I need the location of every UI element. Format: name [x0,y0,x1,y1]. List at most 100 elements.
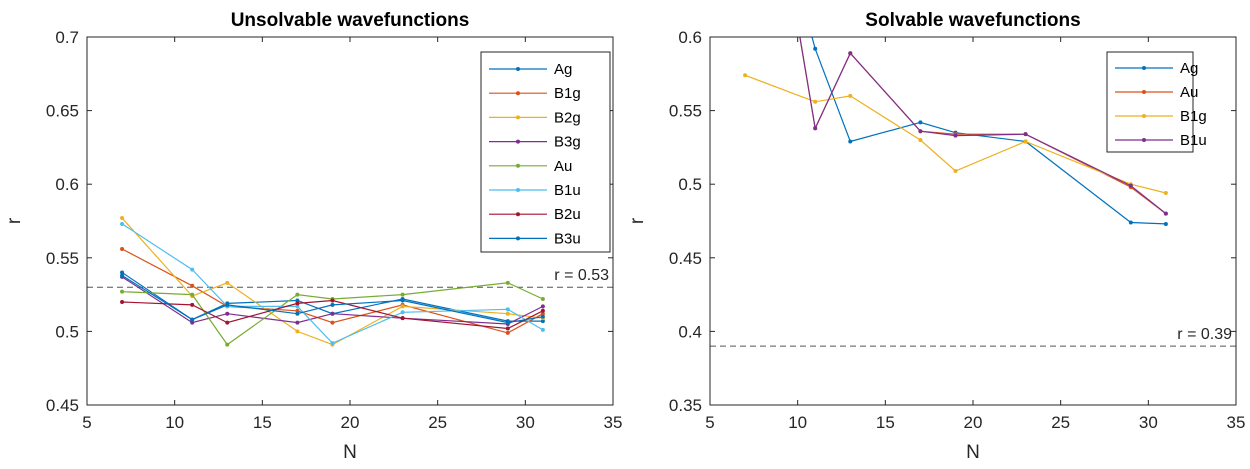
x-tick-label: 25 [1051,413,1070,432]
data-point-b3u [295,311,300,316]
legend-marker [516,163,520,168]
y-tick-label: 0.4 [678,322,702,341]
data-point-au [190,292,195,297]
data-point-b2u [295,301,300,306]
y-tick-label: 0.65 [46,102,79,121]
x-tick-label: 20 [341,413,360,432]
series-group [120,216,545,347]
chart-panel-1: Solvable wavefunctions 5 10 15 20 25 30 35 0.35 0… [627,10,1245,463]
legend-label-b1u: B1u [554,182,581,199]
legend-marker [516,212,520,217]
data-point-ag [848,139,853,144]
x-tick-label: 15 [876,413,895,432]
legend-marker [1142,66,1146,70]
y-axis-label: r [627,217,648,224]
data-point-b1u [295,304,300,309]
legend-label-b3g: B3g [554,134,581,151]
y-tick-label: 0.5 [55,322,79,341]
data-point-b1g [813,99,818,104]
data-point-b1u [1128,183,1133,188]
data-point-b3u [540,314,545,319]
data-point-b3g [540,304,545,309]
data-point-au [295,292,300,297]
series-line-b3g [121,276,544,325]
series-group [743,37,1168,226]
chart-panel-0: Unsolvable wavefunctions 5 10 15 20 25 30 35 0.4… [4,10,622,463]
data-point-b3g [190,320,195,325]
data-point-b1u [953,133,958,138]
data-point-b3g [330,311,335,316]
data-point-b1u [1023,132,1028,137]
data-point-b1g [918,138,923,143]
reference-line-label: r = 0.39 [1177,326,1232,343]
data-point-b3u [190,317,195,322]
series-line-au [122,282,544,346]
y-tick-label: 0.5 [678,175,702,194]
legend-label-ag: Ag [554,61,572,78]
data-point-au [225,342,230,347]
data-point-b1g [330,320,335,325]
data-point-b1u [190,267,195,272]
data-point-au [505,280,510,285]
x-tick-label: 25 [428,413,447,432]
legend-marker [516,91,520,96]
y-tick-label: 0.45 [669,249,702,268]
data-point-b1g [120,246,125,251]
data-point-b1g [295,308,300,313]
x-tick-label: 30 [516,413,535,432]
series-line-b2g [121,217,543,346]
y-tick-label: 0.55 [46,249,79,268]
data-point-b3g [225,311,230,316]
y-tick-label: 0.7 [55,28,79,47]
x-tick-label: 5 [82,413,91,432]
legend-marker [516,115,520,120]
data-point-au [120,289,125,294]
data-point-b1g [1163,191,1168,196]
legend-marker [1142,90,1146,94]
data-point-b1u [120,221,125,226]
data-point-b3u [400,298,405,303]
data-point-b2u [120,299,125,304]
data-point-b1g [190,283,195,288]
series-line-ag [811,37,1166,225]
data-point-b1u [848,51,853,56]
data-point-b2g [505,311,510,316]
x-tick-label: 5 [705,413,714,432]
data-point-au [400,292,405,297]
data-point-b3u [505,320,510,325]
x-tick-label: 35 [604,413,623,432]
data-point-b1u [813,126,818,131]
data-point-au [540,297,545,302]
data-point-b2u [540,308,545,313]
x-tick-label: 30 [1139,413,1158,432]
data-point-b2g [400,304,405,309]
axes-box [86,36,614,406]
data-point-b3u [120,273,125,278]
data-point-b2g [120,216,125,221]
data-point-b1g [848,93,853,98]
legend-label-b1g: B1g [1180,108,1207,125]
legend-label-b1g: B1g [554,85,581,102]
data-point-ag [295,298,300,303]
legend-label-au: Au [1180,84,1198,101]
data-point-b1u [505,307,510,312]
legend-label-au: Au [554,158,572,175]
data-point-b1u [400,310,405,315]
y-axis-label: r [4,217,25,224]
data-point-b1u [1163,211,1168,216]
legend-box [480,51,611,253]
reference-line-label: r = 0.53 [554,267,609,284]
data-point-b2u [505,326,510,331]
data-point-b2u [225,320,230,325]
x-tick-label: 10 [788,413,807,432]
legend-marker [516,188,520,192]
y-tick-label: 0.6 [678,28,702,47]
data-point-b1g [953,168,958,173]
legend-label-b2g: B2g [554,109,581,126]
y-tick-label: 0.55 [669,102,702,121]
data-point-ag [1163,221,1168,226]
series-line-b1g [121,248,544,334]
data-point-ag [1128,220,1133,225]
x-tick-label: 15 [253,413,272,432]
axes-box [709,36,1237,406]
